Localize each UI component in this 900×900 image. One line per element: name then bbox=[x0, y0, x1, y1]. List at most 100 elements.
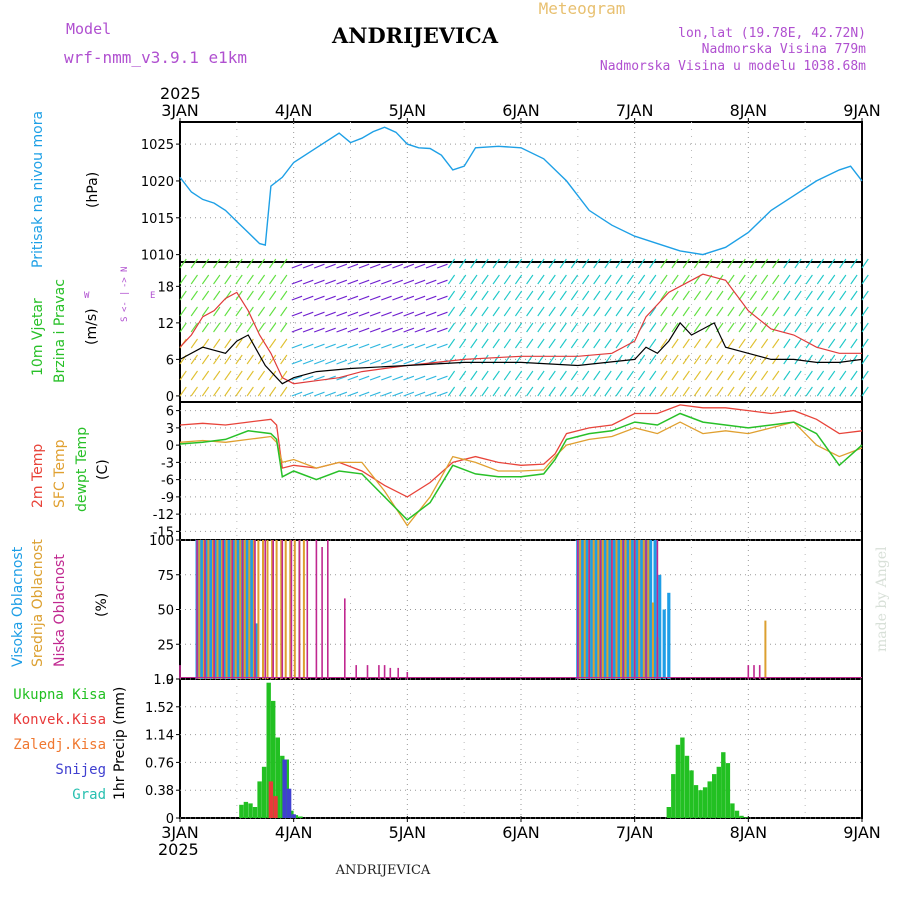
cloud-bar-mid bbox=[207, 540, 210, 679]
pressure-label: Pritisak na nivou mora bbox=[30, 111, 46, 268]
wind-arrow bbox=[649, 322, 657, 333]
wind-arrow bbox=[257, 370, 266, 381]
wind-arrow bbox=[268, 290, 277, 301]
wind-arrow bbox=[526, 338, 534, 349]
precip-ytick-label: 1.14 bbox=[145, 729, 174, 744]
wind-arrow bbox=[514, 386, 523, 397]
wind-arrow bbox=[302, 279, 314, 285]
wind-arrow bbox=[772, 322, 780, 333]
wind-arrow bbox=[381, 391, 392, 397]
wind-arrow bbox=[772, 386, 780, 397]
cloud-bar-low bbox=[622, 540, 625, 679]
cloud-bar-high bbox=[653, 540, 657, 679]
wind-arrow bbox=[526, 274, 534, 285]
wind-arrow bbox=[392, 295, 403, 301]
total-precip-bar bbox=[712, 774, 717, 818]
panel-grids bbox=[236, 122, 806, 818]
wind-arrow bbox=[470, 306, 478, 317]
cloud-bar-mid bbox=[647, 540, 650, 679]
cloud-bar-low bbox=[290, 540, 293, 679]
wind-arrow bbox=[682, 306, 690, 317]
pressure-unit: (hPa) bbox=[85, 172, 101, 208]
top-tick-label: 9JAN bbox=[843, 101, 881, 120]
wind-arrow bbox=[257, 258, 266, 269]
wind-arrow bbox=[313, 327, 325, 333]
wind-arrow bbox=[850, 338, 858, 349]
wind-arrow bbox=[291, 391, 303, 397]
wind-arrow bbox=[403, 295, 415, 301]
cloud-bar-mid bbox=[271, 540, 274, 679]
cloud-bar-mid bbox=[257, 540, 260, 679]
precip-ytick-label: 1.52 bbox=[145, 701, 174, 716]
wind-arrow bbox=[280, 306, 288, 317]
wind-arrow bbox=[347, 343, 359, 349]
wind-arrow bbox=[414, 375, 426, 381]
wind-arrow bbox=[425, 295, 437, 301]
wind-arrow bbox=[749, 306, 757, 317]
wind-arrow bbox=[302, 343, 314, 349]
wind-arrow bbox=[436, 311, 448, 317]
wind-arrow bbox=[358, 359, 370, 365]
dir-s: S bbox=[120, 317, 130, 322]
wind-arrow bbox=[805, 258, 813, 269]
wind-arrow bbox=[839, 306, 847, 317]
wind-arrow bbox=[425, 279, 437, 285]
high-cloud-label: Visoka Oblacnost bbox=[10, 546, 26, 667]
precip-ytick-label: 0.76 bbox=[145, 756, 174, 771]
wind-arrow bbox=[850, 354, 858, 365]
wind-arrow bbox=[358, 263, 370, 269]
wind-arrow bbox=[693, 338, 702, 349]
wind-arrow bbox=[660, 274, 668, 285]
cloud-bar-high bbox=[603, 540, 607, 679]
pressure-ytick-label: 1010 bbox=[141, 249, 174, 264]
wind-arrow bbox=[526, 290, 534, 301]
cloud-bar-low bbox=[355, 665, 357, 679]
wind-arrow bbox=[660, 290, 668, 301]
wind-arrow bbox=[828, 290, 836, 301]
wind-arrow bbox=[369, 343, 381, 349]
cloud-bar-mid bbox=[212, 540, 214, 679]
cloud-panel: 0 25 50 75 100 bbox=[149, 534, 862, 688]
wind-arrow bbox=[224, 354, 232, 365]
wind-arrow bbox=[179, 258, 187, 269]
wind-arrow bbox=[459, 322, 467, 333]
wind-arrow bbox=[570, 338, 579, 349]
cloud-bar-mid bbox=[221, 540, 224, 679]
cloud-bar-mid bbox=[280, 540, 283, 679]
wind-arrow bbox=[403, 311, 415, 317]
total-precip-bar bbox=[680, 737, 685, 818]
cloud-bar-low bbox=[196, 540, 198, 679]
wind-arrow bbox=[392, 263, 403, 269]
wind-arrow bbox=[201, 338, 210, 349]
total-precip-bar bbox=[293, 815, 299, 818]
wind-arrow bbox=[302, 311, 314, 317]
wind-arrow bbox=[559, 258, 567, 269]
total-precip-bar bbox=[257, 781, 262, 818]
cloud-bar-mid bbox=[651, 602, 654, 679]
bottom-tick-label: 5JAN bbox=[389, 823, 427, 842]
wind-arrow bbox=[727, 370, 735, 381]
wind-arrow bbox=[447, 290, 456, 301]
wind-arrow bbox=[313, 311, 325, 317]
wind-arrow bbox=[772, 258, 780, 269]
wind-arrow bbox=[850, 290, 858, 301]
total-precip-bar bbox=[671, 774, 676, 818]
wind-arrow bbox=[794, 386, 802, 397]
wind-arrow bbox=[179, 290, 187, 301]
wind-arrow bbox=[671, 386, 679, 397]
top-tick-label: 4JAN bbox=[275, 101, 313, 120]
wind-arrow bbox=[693, 386, 702, 397]
wind-arrow bbox=[805, 290, 813, 301]
wind-arrow bbox=[727, 338, 735, 349]
wind-arrow bbox=[660, 322, 668, 333]
wind-arrow bbox=[805, 354, 813, 365]
bottom-time-axis: 3JAN 4JAN 5JAN 6JAN 7JAN 8JAN 9JAN bbox=[161, 816, 881, 842]
wind-arrow bbox=[738, 306, 746, 317]
wind-arrow bbox=[582, 258, 590, 269]
wind-arrow bbox=[839, 386, 847, 397]
wind-arrow bbox=[850, 370, 858, 381]
wind-arrow bbox=[268, 338, 277, 349]
wind-arrow bbox=[582, 386, 590, 397]
cloud-bar-mid bbox=[202, 540, 205, 679]
wind-arrow bbox=[570, 386, 579, 397]
